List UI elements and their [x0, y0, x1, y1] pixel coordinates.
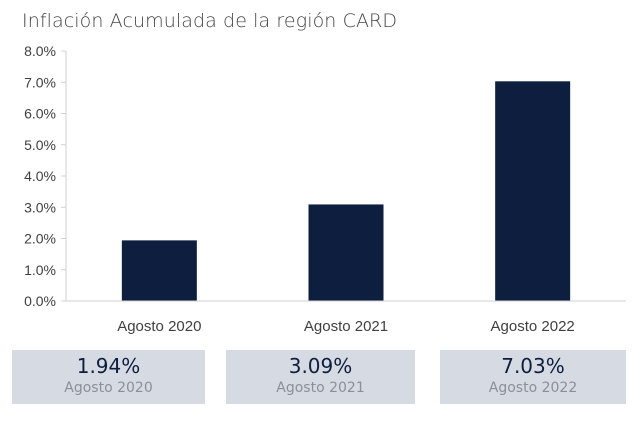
card-value: 1.94%: [76, 354, 141, 378]
summary-card-2021: 3.09% Agosto 2021: [226, 350, 415, 404]
bar: [308, 204, 384, 301]
x-tick-label: Agosto 2022: [491, 318, 575, 335]
y-tick-label: 8.0%: [24, 43, 56, 59]
y-axis: 0.0% 1.0% 2.0% 3.0% 4.0% 5.0% 6.0% 7.0% 8.0%: [24, 43, 67, 309]
card-value: 3.09%: [288, 354, 353, 378]
x-tick-label: Agosto 2021: [304, 318, 388, 335]
summary-card-2022: 7.03% Agosto 2022: [440, 350, 626, 404]
card-label: Agosto 2021: [276, 380, 365, 396]
y-tick-label: 4.0%: [24, 168, 56, 184]
x-tick-label: Agosto 2020: [117, 318, 201, 335]
y-tick-label: 5.0%: [24, 137, 56, 153]
chart-title: Inflación Acumulada de la región CARD: [22, 10, 398, 32]
card-value: 7.03%: [501, 354, 565, 378]
summary-card-2020: 1.94% Agosto 2020: [12, 350, 205, 404]
y-tick-label: 6.0%: [24, 106, 56, 122]
bar-chart: 0.0% 1.0% 2.0% 3.0% 4.0% 5.0% 6.0% 7.0% 8.0% Ago…: [24, 43, 626, 335]
card-label: Agosto 2022: [488, 380, 578, 396]
y-tick-label: 3.0%: [24, 199, 56, 215]
bar: [121, 240, 197, 301]
bar: [495, 81, 571, 301]
x-axis: Agosto 2020 Agosto 2021 Agosto 2022: [66, 300, 626, 335]
y-tick-label: 1.0%: [24, 262, 56, 278]
card-label: Agosto 2020: [64, 380, 153, 396]
y-tick-label: 7.0%: [24, 74, 56, 90]
y-tick-label: 2.0%: [24, 231, 56, 247]
bars: [121, 81, 571, 301]
y-tick-label: 0.0%: [24, 293, 56, 309]
